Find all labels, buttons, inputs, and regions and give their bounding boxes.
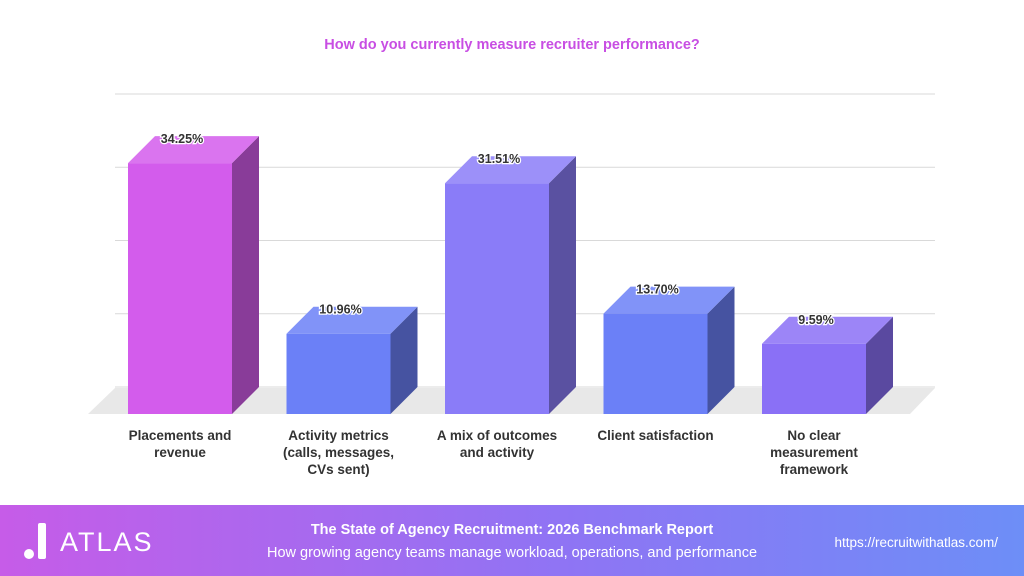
footer-title: The State of Agency Recruitment: 2026 Be… [310, 522, 714, 538]
x-tick-label: Placements and revenue [128, 428, 232, 460]
bar [603, 286, 735, 414]
value-label: 34.25% [161, 132, 203, 146]
value-label: 9.59% [798, 313, 833, 327]
bar [762, 316, 893, 414]
x-tick-label: Activity metrics (calls, messages, CVs s… [282, 428, 395, 477]
chart: 34.25% 10.96% 31.51% 13.70% 9.59% [88, 93, 935, 414]
footer-url: https://recruitwithatlas.com/ [834, 535, 998, 550]
x-tick-label: No clear measurement framework [770, 428, 858, 477]
bar-front [762, 343, 866, 414]
value-label: 10.96% [319, 303, 361, 317]
bar-top [445, 156, 576, 184]
x-tick-label: Client satisfaction [597, 428, 714, 443]
bar-side [232, 136, 259, 414]
bar-top [286, 306, 418, 334]
x-tick-label: A mix of outcomes and activity [436, 428, 558, 460]
bar-front [286, 333, 391, 414]
bar [286, 306, 418, 414]
bar-side [549, 156, 576, 414]
bar-side [866, 316, 893, 414]
bar-front [603, 313, 708, 414]
bar-top [603, 286, 735, 314]
footer: ATLAS The State of Agency Recruitment: 2… [0, 505, 1024, 576]
value-label: 31.51% [478, 152, 520, 166]
bar-side [707, 286, 735, 414]
bar [445, 156, 576, 414]
chart-title: How do you currently measure recruiter p… [324, 37, 700, 53]
bar-front [445, 183, 549, 414]
value-label: 13.70% [636, 283, 678, 297]
brand: ATLAS [60, 527, 154, 557]
bar-side [390, 306, 418, 414]
bar-top [128, 136, 259, 164]
footer-subtitle: How growing agency teams manage workload… [266, 545, 758, 561]
bar-top [762, 316, 893, 344]
bar-front [128, 163, 232, 414]
bar [128, 136, 259, 414]
logo-icon [24, 523, 46, 559]
